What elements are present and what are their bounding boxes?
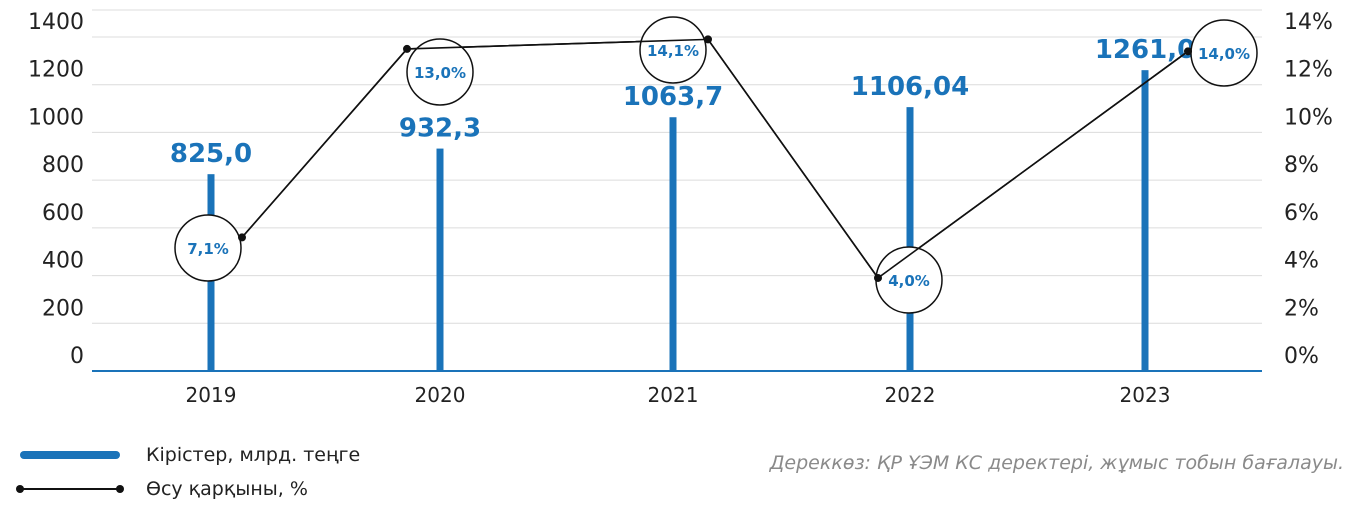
growth-point: [403, 44, 411, 53]
y-right-tick-label: 6%: [1284, 201, 1319, 226]
bar: [436, 148, 444, 371]
left-axis: 0 200 400 600 800 1000 1200 1400: [28, 10, 84, 369]
x-tick-label: 2021: [648, 383, 699, 407]
y-right-tick-label: 2%: [1284, 296, 1319, 321]
grid-layer: [92, 9, 1262, 324]
growth-point: [704, 35, 712, 44]
y-right-tick-label: 4%: [1284, 249, 1319, 274]
y-left-tick-label: 1200: [28, 58, 84, 83]
growth-line-layer: 7,1% 13,0% 14,1% 4,0% 14,0%: [174, 16, 1258, 314]
legend-item-revenue: Кірістер, млрд. теңге: [20, 440, 360, 470]
legend-line-swatch: [16, 485, 124, 493]
bar: [669, 117, 677, 372]
y-left-tick-label: 800: [42, 153, 84, 178]
y-right-tick-label: 10%: [1284, 105, 1333, 130]
growth-label-circle: [174, 214, 242, 282]
growth-value-label: 4,0%: [888, 272, 930, 290]
x-tick-label: 2019: [186, 383, 237, 407]
growth-label-circle: [639, 16, 707, 84]
bar: [906, 107, 914, 371]
y-left-tick-label: 1400: [28, 10, 84, 35]
bar-value-label: 825,0: [170, 139, 252, 169]
growth-value-label: 14,0%: [1198, 45, 1250, 63]
growth-label-circle: [406, 38, 474, 106]
bar-value-label: 1063,7: [623, 82, 723, 112]
y-left-tick-label: 1000: [28, 105, 84, 130]
y-right-tick-label: 8%: [1284, 153, 1319, 178]
y-left-tick-label: 600: [42, 201, 84, 226]
growth-value-label: 7,1%: [187, 240, 229, 258]
y-right-tick-label: 12%: [1284, 58, 1333, 83]
y-right-tick-label: 14%: [1284, 10, 1333, 35]
bar-value-label: 932,3: [399, 114, 481, 144]
chart: 0 200 400 600 800 1000 1200 1400 0% 2% 4% 6% 8% 10% 1…: [28, 9, 1333, 407]
x-tick-label: 2022: [885, 383, 936, 407]
growth-point: [874, 273, 882, 282]
growth-point: [238, 233, 246, 242]
y-right-tick-label: 0%: [1284, 344, 1319, 369]
y-left-tick-label: 0: [70, 344, 84, 369]
x-tick-label: 2020: [415, 383, 466, 407]
growth-line-overlay: [241, 38, 1189, 280]
bar: [1141, 70, 1149, 371]
legend-bar-swatch: [20, 451, 120, 459]
right-axis: 0% 2% 4% 6% 8% 10% 12% 14%: [1284, 10, 1333, 369]
growth-value-label: 14,1%: [647, 42, 699, 60]
y-left-tick-label: 400: [42, 249, 84, 274]
bar-value-label: 1261,0: [1095, 35, 1195, 65]
y-left-tick-label: 200: [42, 296, 84, 321]
bar-value-label: 1106,04: [851, 72, 969, 102]
source-note: Дереккөз: ҚР ҰЭМ КС деректері, жұмыс тоб…: [769, 452, 1344, 474]
legend-label-revenue: Кірістер, млрд. теңге: [146, 444, 361, 466]
bar-value-labels: 825,0 932,3 1063,7 1106,04 1261,0: [170, 35, 1195, 169]
growth-point: [1184, 47, 1192, 56]
legend-item-growth: Өсу қарқыны, %: [16, 474, 308, 504]
x-tick-label: 2023: [1120, 383, 1171, 407]
x-axis: 2019 2020 2021 2022 2023: [186, 383, 1171, 407]
growth-value-label: 13,0%: [414, 64, 466, 82]
legend-label-growth: Өсу қарқыны, %: [146, 478, 308, 500]
